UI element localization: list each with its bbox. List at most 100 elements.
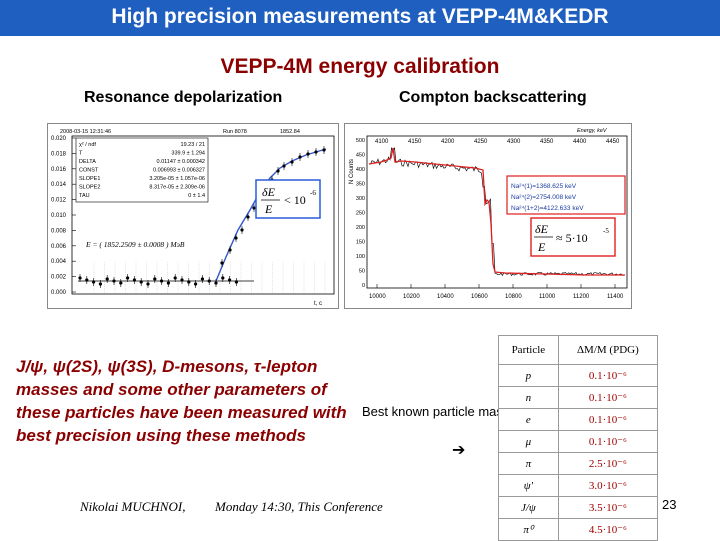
data-point (85, 278, 89, 282)
legend-line-1: Na²⁴(1)=1368.625 keV (511, 183, 577, 190)
bottom-tick-label: 10200 (403, 294, 420, 300)
header-particle: Particle (498, 335, 559, 365)
data-point (98, 282, 102, 286)
stats-value: 19.23 / 21 (181, 142, 205, 148)
fit-stats-box: χ² / ndf 19.23 / 21 T 339.9 ± 1.294 DELTA 0.0… (75, 137, 209, 203)
precision-cell: 3.5·10⁻⁶ (557, 496, 659, 519)
data-point (194, 282, 198, 286)
stats-value: 339.9 ± 1.294 (171, 151, 205, 157)
y-axis-label: N Counts (349, 159, 355, 184)
data-point (306, 152, 310, 156)
measurement-description: J/ψ, ψ(2S), ψ(3S), D-mesons, τ-lepton ma… (16, 357, 347, 445)
ann-relation: < 10 (284, 193, 306, 207)
energy-formula: E = ( 1852.2509 ± 0.0008 ) MэB (85, 240, 185, 249)
legend-line-2: Na²⁴(2)=2754.008 keV (511, 194, 577, 201)
y-tick-label: 0.018 (51, 151, 67, 157)
y-tick-label: 300 (356, 196, 365, 202)
y-tick-label: 500 (356, 138, 365, 144)
stats-frame (75, 137, 209, 203)
precision-cell: 3.0·10⁻⁶ (557, 474, 659, 497)
stats-key: TAU (79, 193, 90, 199)
top-tick-label: 4300 (507, 139, 521, 145)
data-point (252, 206, 256, 210)
table-row: n 0.1·10⁻⁶ (498, 386, 659, 409)
table-row: J/ψ 3.5·10⁻⁶ (498, 496, 659, 519)
bottom-tick-label: 10000 (369, 294, 386, 300)
compton-svg: Energy, keV N Counts 4100 4150 4200 4250 430… (349, 128, 628, 300)
data-point (92, 280, 96, 284)
particle-cell: π (498, 452, 559, 475)
data-point (200, 277, 204, 281)
bottom-axis-ticks: 10000 10200 10400 10600 10800 11000 11200 11400 (369, 284, 624, 300)
x-axis-label: t, c (314, 301, 322, 307)
arrow-right-icon: ➔ (452, 442, 466, 459)
y-tick-label: 0.012 (51, 198, 67, 204)
y-tick-label: 250 (356, 211, 365, 217)
y-tick-label: 0.004 (51, 259, 67, 265)
y-tick-label: 0.000 (51, 290, 67, 296)
data-point (228, 248, 232, 252)
y-tick-label: 400 (356, 167, 365, 173)
data-point (276, 169, 280, 173)
compton-backscattering-plot: Energy, keV N Counts 4100 4150 4200 4250 430… (344, 123, 632, 309)
data-point (314, 150, 318, 154)
particle-cell: n (498, 386, 559, 409)
top-axis-label: Energy, keV (577, 128, 608, 134)
slide-title: High precision measurements at VEPP-4M&K… (0, 0, 720, 36)
data-point (228, 278, 232, 282)
y-tick-label: 0 (362, 283, 365, 289)
y-tick-label: 150 (356, 240, 365, 246)
data-point (146, 282, 150, 286)
y-tick-label: 0.010 (51, 213, 67, 219)
data-point (160, 279, 164, 283)
top-tick-label: 4150 (408, 139, 422, 145)
top-tick-label: 4400 (573, 139, 587, 145)
particle-cell: ψ' (498, 474, 559, 497)
stats-key: CONST (79, 168, 99, 174)
footer-author: Nikolai MUCHNOI, (80, 499, 186, 514)
footer-session: Monday 14:30, This Conference (215, 499, 383, 514)
data-point (153, 277, 157, 281)
stats-value: 0.01147 ± 0.000342 (157, 159, 206, 165)
y-tick-label: 0.014 (51, 182, 67, 188)
x-grid (93, 262, 326, 294)
top-tick-label: 4100 (375, 139, 389, 145)
data-point (234, 236, 238, 240)
stats-key: χ² / ndf (79, 142, 96, 148)
data-point (240, 228, 244, 232)
stats-key: SLOPE2 (79, 185, 100, 191)
stats-key: SLOPE1 (79, 176, 100, 182)
ann-e: E (264, 202, 273, 216)
slide-subtitle: VEPP-4M energy calibration (220, 55, 500, 78)
data-point (214, 281, 218, 285)
top-axis-ticks: 4100 4150 4200 4250 4300 4350 4400 4450 (375, 139, 620, 145)
bottom-tick-label: 11200 (573, 294, 590, 300)
y-tick-label: 0.020 (51, 136, 67, 142)
ann-relation: ≈ 5·10 (556, 231, 588, 245)
ann-delta-e: δE (262, 185, 276, 199)
y-tick-label: 350 (356, 182, 365, 188)
data-point (132, 278, 136, 282)
precision-cell: 0.1·10⁻⁶ (557, 408, 659, 431)
data-point (220, 261, 224, 265)
best-known-label: Best known particle masses (362, 404, 524, 419)
y-tick-label: 100 (356, 254, 365, 260)
stats-value: 3.205e-05 ± 1.057e-06 (149, 176, 205, 182)
data-point (166, 281, 170, 285)
spectrum-trace (368, 146, 625, 277)
page-number: 23 (662, 497, 677, 512)
top-tick-label: 4200 (441, 139, 455, 145)
table-row: p 0.1·10⁻⁶ (498, 364, 659, 387)
precision-cell: 0.1·10⁻⁶ (557, 386, 659, 409)
data-point (78, 276, 82, 280)
bottom-tick-label: 10400 (437, 294, 454, 300)
data-point (290, 160, 294, 164)
precision-cell: 0.1·10⁻⁶ (557, 430, 659, 453)
table-row: ψ' 3.0·10⁻⁶ (498, 474, 659, 497)
stats-key: T (79, 151, 83, 157)
header-precision: ΔM/M (PDG) (557, 335, 659, 365)
data-point (112, 279, 116, 283)
plot-header-left: 2008-03-15 12:31:46 (60, 129, 111, 135)
particle-cell: J/ψ (498, 496, 559, 519)
